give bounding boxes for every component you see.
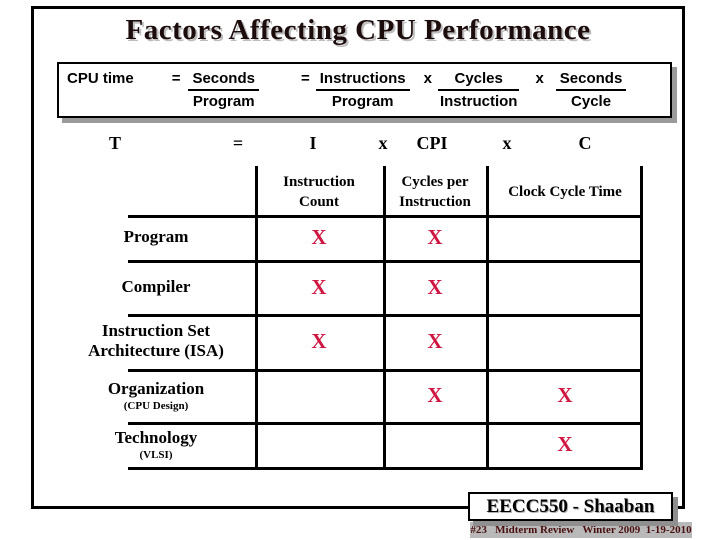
formula-equals: = bbox=[171, 70, 181, 87]
symbol-times: x bbox=[502, 133, 512, 153]
formula-times: x bbox=[423, 70, 432, 87]
fraction-denominator: Program bbox=[331, 93, 394, 110]
row-label-text: Technology bbox=[114, 428, 198, 447]
mark-cell: X bbox=[311, 274, 327, 299]
fraction-cycles-per-instruction: Cycles Instruction bbox=[437, 70, 520, 111]
slide-title: Factors Affecting CPU Performance bbox=[125, 14, 591, 46]
fraction-denominator: Program bbox=[192, 93, 255, 110]
table-horizontal-line bbox=[128, 215, 643, 218]
table-horizontal-line bbox=[128, 260, 643, 263]
symbol-equals: = bbox=[232, 133, 244, 153]
row-label-text: Compiler bbox=[121, 276, 191, 296]
symbol-I: I bbox=[309, 133, 317, 153]
table-horizontal-line bbox=[128, 314, 643, 317]
mark-cell: X bbox=[427, 225, 443, 249]
fraction-numerator: Cycles bbox=[437, 70, 520, 91]
table-horizontal-line bbox=[128, 369, 643, 372]
row-label: Technology (VLSI) bbox=[60, 422, 252, 467]
mark-cell: X bbox=[557, 432, 573, 456]
table-row: Instruction Set Architecture (ISA) X X bbox=[60, 314, 643, 369]
fraction-seconds-per-cycle: Seconds Cycle bbox=[555, 70, 627, 111]
factors-table: Instruction Count Cycles per Instruction… bbox=[60, 166, 643, 470]
row-sublabel: (CPU Design) bbox=[123, 400, 189, 412]
row-label-text: Organization bbox=[107, 379, 205, 398]
fraction-numerator: Seconds bbox=[188, 70, 259, 91]
fraction-denominator: Cycle bbox=[571, 93, 612, 110]
fraction-numerator: Seconds bbox=[555, 70, 627, 91]
mark-cell: X bbox=[311, 329, 327, 353]
table-vertical-line bbox=[486, 166, 489, 470]
mark-cell: X bbox=[557, 383, 573, 407]
footer-detail: #23 Midterm Review Winter 2009 1-19-2010 bbox=[470, 522, 692, 538]
table-horizontal-line bbox=[128, 422, 643, 425]
fraction-numerator: Instructions bbox=[315, 70, 410, 91]
symbol-CPI: CPI bbox=[416, 133, 448, 153]
row-sublabel: (VLSI) bbox=[139, 449, 173, 461]
table-row: Organization (CPU Design) X X bbox=[60, 369, 643, 422]
table-vertical-line bbox=[640, 166, 643, 470]
table-horizontal-line bbox=[128, 467, 643, 470]
mark-cell: X bbox=[311, 225, 327, 249]
table-row: Compiler X X bbox=[60, 260, 643, 314]
mark-cell: X bbox=[427, 274, 443, 299]
fraction-denominator: Instruction bbox=[439, 93, 518, 110]
row-label-text: Program bbox=[123, 227, 189, 246]
table-vertical-line bbox=[383, 166, 386, 470]
symbol-times: x bbox=[378, 133, 388, 153]
row-label: Instruction Set Architecture (ISA) bbox=[60, 314, 252, 369]
fraction-instructions-per-program: Instructions Program bbox=[315, 70, 410, 111]
cpu-time-formula-box: CPU time = Seconds Program = Instruction… bbox=[57, 62, 672, 118]
formula-equals: = bbox=[300, 70, 310, 87]
table-row: Technology (VLSI) X bbox=[60, 422, 643, 467]
column-header-instruction-count: Instruction Count bbox=[283, 174, 355, 210]
mark-cell: X bbox=[427, 383, 443, 407]
mark-cell: X bbox=[427, 329, 443, 353]
fraction-seconds-per-program: Seconds Program bbox=[188, 70, 259, 111]
column-header-cycles-per-instruction: Cycles per Instruction bbox=[399, 174, 471, 210]
symbol-T: T bbox=[108, 133, 122, 153]
column-header-clock-cycle-time: Clock Cycle Time bbox=[508, 184, 622, 200]
formula-times: x bbox=[535, 70, 544, 87]
course-footer: EECC550 - Shaaban bbox=[468, 492, 673, 521]
table-row: Program X X bbox=[60, 215, 643, 260]
symbol-C: C bbox=[578, 133, 592, 153]
row-label: Program bbox=[60, 215, 252, 260]
row-label: Compiler bbox=[60, 260, 252, 314]
row-label: Organization (CPU Design) bbox=[60, 369, 252, 422]
formula-lhs: CPU time bbox=[67, 70, 134, 87]
row-label-text: Instruction Set Architecture (ISA) bbox=[88, 321, 224, 360]
table-vertical-line bbox=[255, 166, 258, 470]
